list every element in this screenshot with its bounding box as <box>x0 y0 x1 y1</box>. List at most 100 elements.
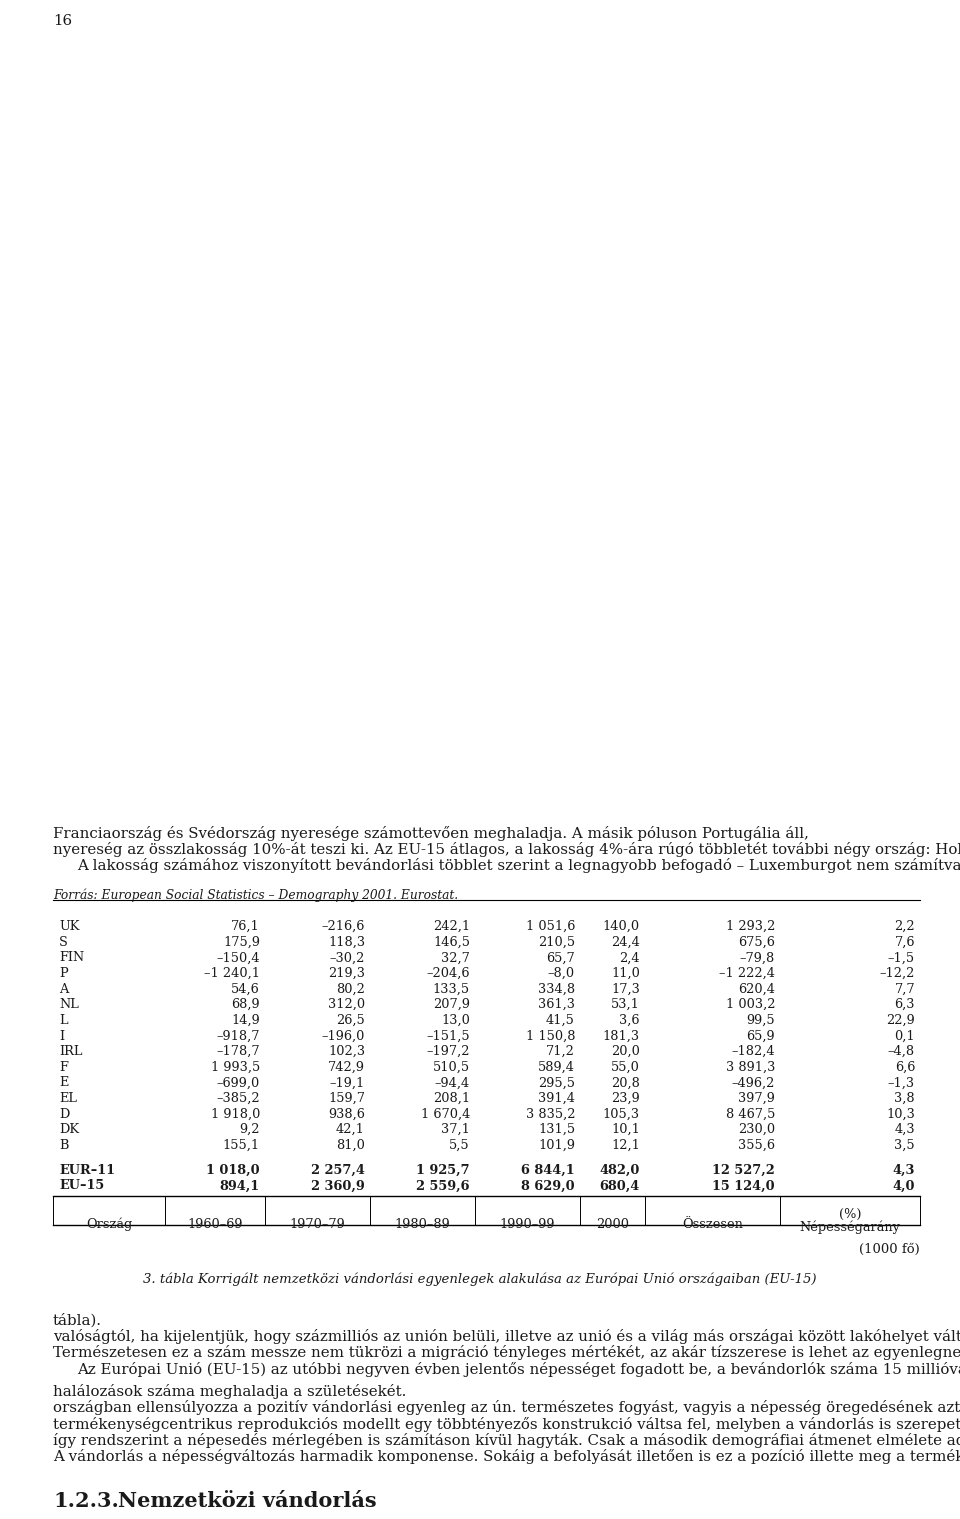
Text: 105,3: 105,3 <box>603 1107 640 1121</box>
Text: 13,0: 13,0 <box>442 1013 470 1027</box>
Text: 16: 16 <box>53 14 72 27</box>
Text: –30,2: –30,2 <box>329 951 365 965</box>
Text: Népességarány: Népességarány <box>800 1220 900 1233</box>
Text: –8,0: –8,0 <box>548 968 575 980</box>
Text: 1960–69: 1960–69 <box>187 1218 243 1230</box>
Text: 53,1: 53,1 <box>612 998 640 1012</box>
Text: 482,0: 482,0 <box>600 1164 640 1177</box>
Text: (1000 fő): (1000 fő) <box>859 1243 920 1256</box>
Text: –178,7: –178,7 <box>216 1045 260 1059</box>
Text: Összesen: Összesen <box>682 1218 743 1230</box>
Text: –699,0: –699,0 <box>217 1077 260 1089</box>
Text: NL: NL <box>59 998 79 1012</box>
Text: 20,8: 20,8 <box>612 1077 640 1089</box>
Text: 11,0: 11,0 <box>612 968 640 980</box>
Text: A lakosság számához viszonyított bevándorlási többlet szerint a legnagyobb befog: A lakosság számához viszonyított bevándo… <box>77 858 960 873</box>
Text: P: P <box>59 968 68 980</box>
Text: 1 003,2: 1 003,2 <box>726 998 775 1012</box>
Text: 312,0: 312,0 <box>328 998 365 1012</box>
Text: 1 918,0: 1 918,0 <box>210 1107 260 1121</box>
Text: 131,5: 131,5 <box>538 1123 575 1136</box>
Text: 12,1: 12,1 <box>612 1139 640 1151</box>
Text: 334,8: 334,8 <box>538 983 575 995</box>
Text: D: D <box>59 1107 69 1121</box>
Text: –197,2: –197,2 <box>426 1045 470 1059</box>
Text: 118,3: 118,3 <box>328 936 365 949</box>
Text: –79,8: –79,8 <box>740 951 775 965</box>
Text: halálozások száma meghaladja a születésekét.: halálozások száma meghaladja a születése… <box>53 1384 406 1399</box>
Text: országban ellensúlyozza a pozitív vándorlási egyenleg az ún. természetes fogyást: országban ellensúlyozza a pozitív vándor… <box>53 1401 960 1416</box>
Text: S: S <box>59 936 68 949</box>
Text: DK: DK <box>59 1123 79 1136</box>
Text: Franciaország és Svédország nyeresége számottevően meghaladja. A másik póluson P: Franciaország és Svédország nyeresége sz… <box>53 825 809 840</box>
Text: 10,3: 10,3 <box>886 1107 915 1121</box>
Text: 510,5: 510,5 <box>433 1060 470 1074</box>
Text: 22,9: 22,9 <box>886 1013 915 1027</box>
Text: 397,9: 397,9 <box>738 1092 775 1104</box>
Text: 42,1: 42,1 <box>336 1123 365 1136</box>
Text: EUR–11: EUR–11 <box>59 1164 115 1177</box>
Text: I: I <box>59 1030 64 1042</box>
Text: 1 293,2: 1 293,2 <box>726 921 775 933</box>
Text: 589,4: 589,4 <box>538 1060 575 1074</box>
Text: 6 844,1: 6 844,1 <box>521 1164 575 1177</box>
Text: –4,8: –4,8 <box>888 1045 915 1059</box>
Text: –1,5: –1,5 <box>888 951 915 965</box>
Text: 1 018,0: 1 018,0 <box>206 1164 260 1177</box>
Text: 1 670,4: 1 670,4 <box>420 1107 470 1121</box>
Text: 894,1: 894,1 <box>220 1179 260 1192</box>
Text: –204,6: –204,6 <box>426 968 470 980</box>
Text: 17,3: 17,3 <box>612 983 640 995</box>
Text: 242,1: 242,1 <box>433 921 470 933</box>
Text: 391,4: 391,4 <box>538 1092 575 1104</box>
Text: 1 150,8: 1 150,8 <box>525 1030 575 1042</box>
Text: 7,6: 7,6 <box>895 936 915 949</box>
Text: –196,0: –196,0 <box>322 1030 365 1042</box>
Text: 1 925,7: 1 925,7 <box>417 1164 470 1177</box>
Text: valóságtól, ha kijelentjük, hogy százmilliós az unión belüli, illetve az unió és: valóságtól, ha kijelentjük, hogy százmil… <box>53 1329 960 1344</box>
Text: 2000: 2000 <box>596 1218 629 1230</box>
Text: 181,3: 181,3 <box>603 1030 640 1042</box>
Text: 3,5: 3,5 <box>895 1139 915 1151</box>
Text: 14,9: 14,9 <box>231 1013 260 1027</box>
Text: Ország: Ország <box>85 1218 132 1230</box>
Text: 140,0: 140,0 <box>603 921 640 933</box>
Text: 55,0: 55,0 <box>612 1060 640 1074</box>
Text: Természetesen ez a szám messze nem tükrözi a migráció tényleges mértékét, az aká: Természetesen ez a szám messze nem tükrö… <box>53 1346 960 1361</box>
Text: 81,0: 81,0 <box>336 1139 365 1151</box>
Text: 1.2.3.: 1.2.3. <box>53 1492 119 1511</box>
Text: 2 257,4: 2 257,4 <box>311 1164 365 1177</box>
Text: 0,1: 0,1 <box>895 1030 915 1042</box>
Text: 175,9: 175,9 <box>223 936 260 949</box>
Text: 23,9: 23,9 <box>612 1092 640 1104</box>
Text: –496,2: –496,2 <box>732 1077 775 1089</box>
Text: 159,7: 159,7 <box>328 1092 365 1104</box>
Text: 65,9: 65,9 <box>746 1030 775 1042</box>
Text: tábla).: tábla). <box>53 1312 102 1328</box>
Text: 219,3: 219,3 <box>328 968 365 980</box>
Text: 9,2: 9,2 <box>239 1123 260 1136</box>
Text: A: A <box>59 983 68 995</box>
Text: 80,2: 80,2 <box>336 983 365 995</box>
Text: 99,5: 99,5 <box>746 1013 775 1027</box>
Text: így rendszerint a népesedés mérlegében is számításon kívül hagyták. Csak a másod: így rendszerint a népesedés mérlegében i… <box>53 1432 960 1448</box>
Text: –216,6: –216,6 <box>322 921 365 933</box>
Text: 295,5: 295,5 <box>538 1077 575 1089</box>
Text: termékenységcentrikus reprodukciós modellt egy többtényezős konstrukció váltsa f: termékenységcentrikus reprodukciós model… <box>53 1417 960 1431</box>
Text: 1970–79: 1970–79 <box>290 1218 346 1230</box>
Text: 5,5: 5,5 <box>449 1139 470 1151</box>
Text: 3 835,2: 3 835,2 <box>525 1107 575 1121</box>
Text: 1980–89: 1980–89 <box>395 1218 450 1230</box>
Text: 6,3: 6,3 <box>895 998 915 1012</box>
Text: 10,1: 10,1 <box>612 1123 640 1136</box>
Text: 620,4: 620,4 <box>738 983 775 995</box>
Text: 210,5: 210,5 <box>538 936 575 949</box>
Text: 2,4: 2,4 <box>619 951 640 965</box>
Text: –385,2: –385,2 <box>216 1092 260 1104</box>
Text: 7,7: 7,7 <box>895 983 915 995</box>
Text: B: B <box>59 1139 68 1151</box>
Text: 68,9: 68,9 <box>231 998 260 1012</box>
Text: 41,5: 41,5 <box>546 1013 575 1027</box>
Text: 361,3: 361,3 <box>538 998 575 1012</box>
Text: 2 360,9: 2 360,9 <box>311 1179 365 1192</box>
